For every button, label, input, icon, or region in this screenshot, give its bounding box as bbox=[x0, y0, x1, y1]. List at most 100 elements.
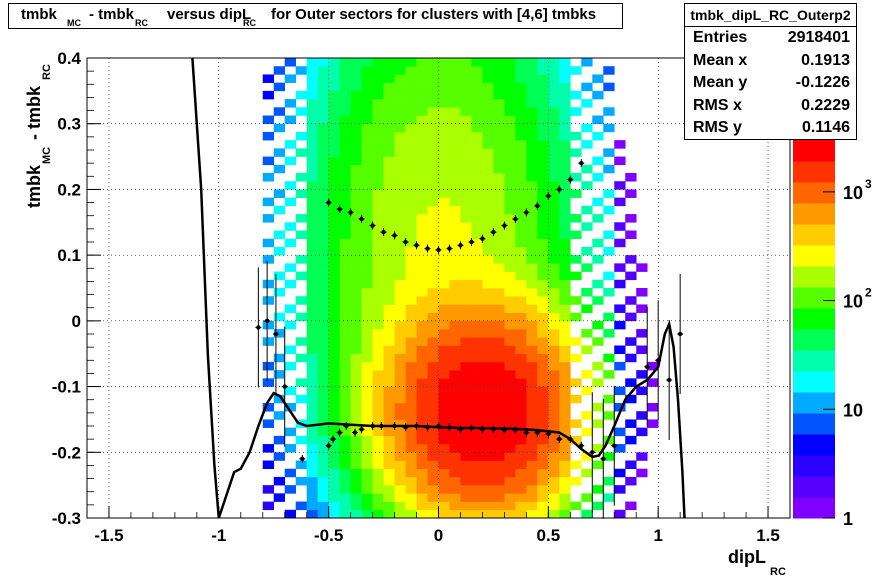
heatmap-cell bbox=[493, 378, 505, 387]
heatmap-cell bbox=[625, 312, 637, 322]
heatmap-cell bbox=[526, 263, 538, 272]
stats-row-mean-x: Mean x 0.1913 bbox=[685, 50, 856, 73]
heatmap-cell bbox=[537, 140, 549, 149]
heatmap-cell bbox=[273, 82, 286, 92]
heatmap-cell bbox=[306, 288, 318, 297]
heatmap-cell bbox=[394, 107, 406, 116]
heatmap-cell bbox=[515, 468, 527, 478]
heatmap-cell bbox=[570, 255, 582, 264]
heatmap-cell bbox=[438, 468, 450, 478]
heatmap-cell bbox=[295, 148, 307, 157]
heatmap-cell bbox=[526, 353, 538, 363]
heatmap-cell bbox=[317, 156, 329, 166]
heatmap-cell bbox=[262, 115, 275, 125]
heatmap-cell bbox=[361, 345, 373, 355]
heatmap-cell bbox=[625, 476, 637, 486]
heatmap-cell bbox=[394, 288, 406, 297]
heatmap-cell bbox=[471, 164, 483, 174]
heatmap-cell bbox=[339, 501, 351, 511]
heatmap-cell bbox=[350, 115, 362, 125]
heatmap-cell bbox=[372, 238, 384, 248]
heatmap-cell bbox=[460, 82, 472, 92]
stats-label: Entries bbox=[693, 29, 748, 46]
heatmap-cell bbox=[361, 320, 373, 330]
heatmap-cell bbox=[449, 386, 461, 396]
profile-point bbox=[414, 423, 419, 429]
heatmap-cell bbox=[537, 468, 549, 478]
heatmap-cell bbox=[328, 58, 340, 67]
heatmap-cell bbox=[416, 238, 428, 248]
heatmap-cell bbox=[647, 403, 659, 412]
heatmap-cell bbox=[515, 435, 527, 445]
heatmap-cell bbox=[449, 460, 461, 470]
heatmap-cell bbox=[306, 476, 318, 486]
y-axis-title-sub1: MC bbox=[41, 147, 53, 164]
heatmap-cell bbox=[504, 82, 516, 92]
heatmap-cell bbox=[460, 435, 472, 445]
color-scale-segment bbox=[793, 245, 835, 267]
heatmap-cell bbox=[482, 246, 494, 256]
heatmap-cell bbox=[262, 214, 275, 223]
heatmap-cell bbox=[328, 123, 340, 133]
heatmap-cell bbox=[570, 394, 582, 404]
heatmap-cell bbox=[438, 296, 450, 305]
heatmap-cell bbox=[515, 123, 527, 133]
heatmap-cell bbox=[548, 140, 560, 149]
heatmap-cell bbox=[405, 378, 417, 387]
heatmap-cell bbox=[449, 263, 461, 272]
z-tick-label: 1 bbox=[843, 509, 853, 529]
heatmap-cell bbox=[284, 279, 297, 289]
heatmap-cell bbox=[416, 288, 428, 297]
upper-point bbox=[502, 223, 507, 228]
heatmap-cell bbox=[504, 246, 516, 256]
heatmap-cell bbox=[548, 189, 560, 198]
heatmap-cell bbox=[427, 296, 439, 305]
heatmap-cell bbox=[295, 271, 307, 281]
heatmap-cell bbox=[405, 214, 417, 223]
heatmap-cell bbox=[537, 189, 549, 198]
heatmap-cell bbox=[361, 329, 373, 338]
heatmap-cell bbox=[515, 378, 527, 387]
heatmap-cell bbox=[482, 131, 494, 141]
heatmap-cell bbox=[416, 66, 428, 75]
heatmap-cell bbox=[504, 394, 516, 404]
color-scale-bar bbox=[793, 140, 835, 519]
heatmap-cell bbox=[372, 419, 384, 428]
heatmap-cell bbox=[306, 156, 318, 166]
heatmap-cell bbox=[416, 435, 428, 445]
heatmap-cell bbox=[306, 353, 318, 363]
heatmap-cell bbox=[515, 140, 527, 149]
heatmap-cell bbox=[405, 386, 417, 396]
heatmap-cell bbox=[559, 238, 571, 248]
heatmap-cell bbox=[548, 279, 560, 289]
heatmap-cell bbox=[471, 460, 483, 470]
heatmap-cell bbox=[559, 370, 571, 379]
heatmap-cell bbox=[372, 452, 384, 461]
heatmap-cell bbox=[416, 82, 428, 92]
heatmap-cell bbox=[273, 230, 286, 240]
heatmap-cell bbox=[537, 394, 549, 404]
heatmap-cell bbox=[339, 255, 351, 264]
heatmap-cell bbox=[504, 501, 516, 511]
heatmap-cell bbox=[350, 476, 362, 486]
heatmap-cell bbox=[438, 271, 450, 281]
heatmap-cell bbox=[526, 337, 538, 346]
heatmap-cell bbox=[306, 99, 318, 108]
heatmap-cell bbox=[339, 493, 351, 502]
heatmap-cell bbox=[548, 90, 560, 100]
heatmap-cell bbox=[372, 476, 384, 486]
heatmap-cell bbox=[504, 419, 516, 428]
heatmap-cell bbox=[262, 337, 275, 346]
heatmap-cell bbox=[317, 468, 329, 478]
heatmap-cell bbox=[328, 485, 340, 494]
profile-point bbox=[458, 427, 463, 432]
heatmap-cell bbox=[383, 131, 395, 141]
heatmap-cell bbox=[537, 460, 549, 470]
heatmap-cell bbox=[394, 353, 406, 363]
heatmap-cell bbox=[383, 214, 395, 223]
heatmap-cell bbox=[548, 394, 560, 404]
heatmap-cell bbox=[482, 493, 494, 502]
heatmap-cell bbox=[438, 131, 450, 141]
heatmap-cell bbox=[504, 90, 516, 100]
heatmap-cell bbox=[284, 509, 297, 519]
